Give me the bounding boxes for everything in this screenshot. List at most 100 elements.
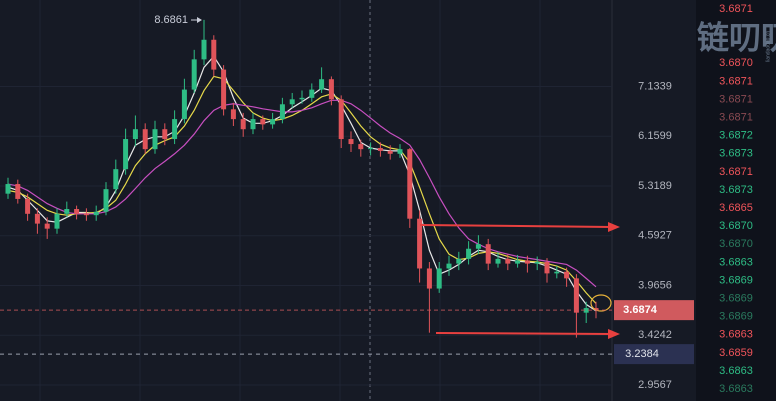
candle-body	[319, 79, 325, 90]
candle-body	[64, 209, 70, 214]
candle-body	[338, 99, 344, 140]
y-tick-label: 3.9656	[638, 279, 672, 291]
candles	[5, 19, 599, 338]
candle-body	[15, 184, 21, 199]
trade-price: 3.6870	[719, 238, 753, 250]
y-tick-label: 3.4242	[638, 329, 672, 341]
candle-body	[221, 69, 227, 110]
candle-body	[358, 144, 364, 150]
candle-body	[309, 89, 315, 98]
candle-body	[240, 119, 246, 130]
candle-body	[123, 139, 129, 170]
trade-price: 3.6872	[719, 130, 753, 142]
candle-body	[377, 148, 383, 151]
candle-body	[5, 184, 11, 194]
arrow-head	[608, 222, 620, 232]
current-price-box	[614, 300, 694, 321]
marker-price-label: 3.2384	[625, 348, 659, 360]
candle-body	[74, 209, 80, 214]
candle-body	[250, 119, 256, 130]
trade-price: 3.6863	[719, 383, 753, 395]
arrow-line	[419, 224, 613, 228]
trade-list-bg	[696, 0, 776, 401]
candle-body	[211, 39, 217, 70]
trade-price: 3.6863	[719, 256, 753, 268]
trade-price: 3.6870	[719, 220, 753, 232]
candle-body	[436, 268, 442, 289]
candle-body	[201, 39, 207, 60]
candle-body	[260, 119, 266, 125]
candle-body	[191, 59, 197, 90]
candle-body	[524, 260, 530, 264]
trade-price: 3.6871	[719, 3, 753, 15]
candle-body	[93, 211, 99, 216]
candle-body	[564, 271, 570, 279]
candle-body	[142, 129, 148, 150]
trade-price: 3.6863	[719, 365, 753, 377]
annotations: 8.6861	[154, 14, 620, 339]
candle-body	[534, 262, 540, 264]
trade-price: 3.6870	[719, 57, 753, 69]
candle-body	[485, 244, 491, 264]
y-tick-label: 6.1599	[638, 130, 672, 142]
candle-body	[515, 260, 521, 264]
candle-body	[456, 258, 462, 264]
trade-price: 3.6863	[719, 329, 753, 341]
candle-body	[544, 262, 550, 274]
candle-body	[162, 129, 168, 140]
watermark-url: liandaodao.cn	[765, 31, 771, 62]
trade-price: 3.6859	[719, 347, 753, 359]
trade-price: 3.6871	[719, 112, 753, 124]
price-axis: 2.9567 3.4242 3.9656 4.5927 5.3189 6.1599 7.13…	[0, 80, 694, 391]
candle-body	[505, 258, 511, 264]
candle-body	[152, 129, 158, 150]
candle-body	[44, 223, 50, 229]
candle-body	[299, 97, 305, 100]
candle-body	[475, 244, 481, 249]
plot-bg	[0, 0, 612, 401]
y-tick-label: 5.3189	[638, 180, 672, 192]
candle-body	[387, 150, 393, 154]
candle-body	[289, 99, 295, 105]
candle-body	[368, 148, 374, 150]
candle-body	[83, 213, 89, 216]
trade-price: 3.6871	[719, 93, 753, 105]
candle-body	[113, 169, 119, 190]
high-label: 8.6861	[154, 14, 188, 26]
candle-body	[34, 213, 40, 224]
candle-body	[230, 109, 236, 120]
candle-body	[54, 213, 60, 229]
trade-price: 3.6873	[719, 148, 753, 160]
trade-price: 3.6873	[719, 184, 753, 196]
trade-list: 3.6871 3.6870 3.6871 3.6871 3.6871 3.6872 3.68…	[719, 3, 753, 395]
trade-price: 3.6865	[719, 202, 753, 214]
trade-price: 3.6871	[719, 75, 753, 87]
candle-body	[348, 139, 354, 145]
candle-body	[397, 149, 403, 154]
pointer-head	[197, 17, 202, 23]
candle-body	[103, 189, 109, 212]
candle-body	[466, 248, 472, 259]
y-tick-label: 4.5927	[638, 230, 672, 242]
trade-price: 3.6869	[719, 311, 753, 323]
marker-price-box	[614, 344, 694, 365]
arrow-head	[608, 329, 620, 339]
candle-body	[554, 271, 560, 274]
candle-body	[426, 268, 432, 289]
y-tick-label: 7.1339	[638, 80, 672, 92]
candle-body	[495, 258, 501, 264]
axis-bg	[612, 0, 696, 401]
current-price-label: 3.6874	[623, 304, 658, 316]
y-tick-label: 2.9567	[638, 379, 672, 391]
candle-body	[270, 119, 276, 125]
candle-body	[593, 308, 599, 310]
arrow-line	[435, 332, 613, 335]
candle-body	[407, 149, 413, 219]
candle-body	[328, 79, 334, 100]
candle-body	[25, 198, 31, 214]
candle-body	[446, 263, 452, 269]
trade-price: 3.6869	[719, 293, 753, 305]
trade-price: 3.6869	[719, 274, 753, 286]
